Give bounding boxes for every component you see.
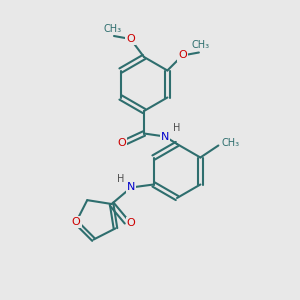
Text: N: N [161, 131, 169, 142]
Text: CH₃: CH₃ [191, 40, 209, 50]
Text: O: O [117, 137, 126, 148]
Text: O: O [126, 34, 135, 44]
Text: O: O [72, 217, 80, 227]
Text: CH₃: CH₃ [221, 137, 239, 148]
Text: O: O [127, 218, 136, 229]
Text: CH₃: CH₃ [103, 23, 122, 34]
Text: H: H [117, 173, 124, 184]
Text: N: N [127, 182, 135, 193]
Text: O: O [178, 50, 187, 61]
Text: H: H [173, 123, 180, 133]
